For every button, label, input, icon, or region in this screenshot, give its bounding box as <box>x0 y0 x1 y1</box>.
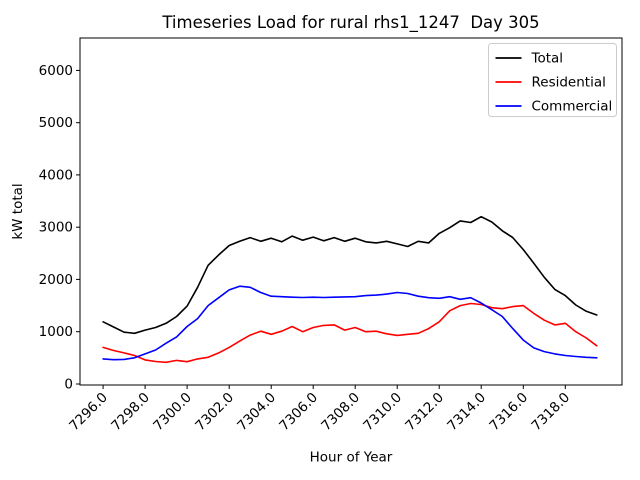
plot-border <box>79 37 623 386</box>
x-tick-label: 7302.0 <box>192 390 237 435</box>
y-tick-label: 5000 <box>39 115 73 131</box>
chart-title: Timeseries Load for rural rhs1_1247 Day … <box>161 13 539 33</box>
series-lines <box>102 215 598 364</box>
y-axis-label: kW total <box>10 183 26 239</box>
x-tick-label: 7304.0 <box>234 390 279 435</box>
y-tick-label: 3000 <box>39 220 73 236</box>
legend: Total Residential Commercial <box>488 43 617 117</box>
x-tick-label: 7318.0 <box>528 390 573 435</box>
x-tick-label: 7308.0 <box>318 390 363 435</box>
x-tick-label: 7310.0 <box>360 390 405 435</box>
series-line-commercial <box>102 285 598 361</box>
axes-frame <box>79 37 623 386</box>
legend-label-total: Total <box>531 51 564 67</box>
x-tick-label: 7300.0 <box>150 390 195 435</box>
series-line-residential <box>102 302 598 364</box>
y-tick-label: 4000 <box>39 167 73 183</box>
x-tick-label: 7306.0 <box>276 390 321 435</box>
x-tick-label: 7316.0 <box>486 390 531 435</box>
series-line-total <box>102 215 598 335</box>
y-tick-label: 1000 <box>39 324 73 340</box>
y-tick-label: 6000 <box>39 63 73 79</box>
x-tick-label: 7314.0 <box>444 390 489 435</box>
x-tick-label: 7298.0 <box>108 390 153 435</box>
y-tick-label: 0 <box>64 377 73 393</box>
axis-ticks: 7296.07298.07300.07302.07304.07306.07308… <box>39 63 573 434</box>
x-tick-label: 7312.0 <box>402 390 447 435</box>
y-tick-label: 2000 <box>39 272 73 288</box>
legend-box <box>488 43 617 117</box>
x-axis-label: Hour of Year <box>310 450 393 466</box>
legend-label-commercial: Commercial <box>532 99 613 115</box>
legend-label-residential: Residential <box>532 75 606 91</box>
x-tick-label: 7296.0 <box>66 390 111 435</box>
